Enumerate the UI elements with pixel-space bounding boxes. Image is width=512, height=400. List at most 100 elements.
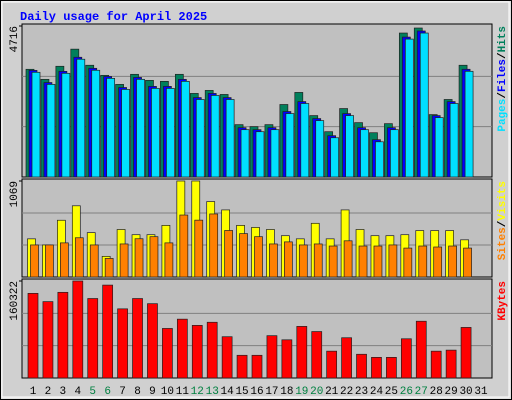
bar xyxy=(164,242,174,278)
legend-separator: / xyxy=(497,220,509,227)
legend-separator: / xyxy=(497,92,509,99)
bar xyxy=(356,353,367,379)
x-tick-label: 22 xyxy=(340,386,353,398)
bar xyxy=(300,103,310,178)
bar xyxy=(373,245,383,278)
bar xyxy=(117,308,128,379)
x-tick-label: 29 xyxy=(445,386,458,398)
bar xyxy=(57,291,69,379)
bar xyxy=(149,236,159,278)
bar xyxy=(236,354,248,379)
bar xyxy=(91,69,101,178)
bar xyxy=(195,99,205,178)
bar xyxy=(136,78,145,178)
x-tick-label: 14 xyxy=(221,386,235,398)
x-tick-label: 11 xyxy=(176,386,190,398)
bar xyxy=(176,318,188,379)
bar xyxy=(134,238,144,278)
x-tick-label: 13 xyxy=(206,386,219,398)
x-tick-label: 26 xyxy=(400,386,413,398)
bar xyxy=(403,247,413,278)
bar xyxy=(371,357,382,379)
bar xyxy=(60,242,69,278)
bar xyxy=(460,327,472,379)
bar xyxy=(166,88,175,178)
bar xyxy=(27,293,39,379)
bar xyxy=(76,58,86,178)
bar xyxy=(415,320,427,379)
bar xyxy=(45,244,54,278)
bar xyxy=(87,298,99,379)
bar xyxy=(448,245,457,278)
x-tick-label: 9 xyxy=(149,386,156,398)
bar xyxy=(326,350,338,379)
y-tick-label: 160322 xyxy=(9,281,21,321)
x-tick-label: 28 xyxy=(430,386,443,398)
bar xyxy=(328,245,338,278)
bar xyxy=(210,95,220,178)
legend-separator: / xyxy=(497,52,509,59)
bar xyxy=(313,243,323,278)
bar xyxy=(419,32,429,178)
legend-entry: Visits xyxy=(497,181,509,221)
bar xyxy=(270,129,280,178)
y-tick-label: 4716 xyxy=(9,26,21,52)
legend-entry: Hits xyxy=(497,26,509,52)
legend: Pages/Files/Hits xyxy=(497,26,509,132)
x-tick-label: 3 xyxy=(60,386,67,398)
bar xyxy=(30,244,39,278)
bar xyxy=(345,115,354,178)
bar xyxy=(375,141,384,178)
bar xyxy=(225,99,235,178)
bar xyxy=(31,71,41,178)
x-tick-label: 7 xyxy=(119,386,126,398)
bar xyxy=(61,72,71,178)
x-tick-label: 25 xyxy=(385,386,398,398)
bar xyxy=(239,233,248,278)
bar xyxy=(74,237,84,278)
bar xyxy=(151,88,160,178)
bar xyxy=(89,244,99,278)
bar xyxy=(463,247,472,278)
x-tick-label: 31 xyxy=(474,386,488,398)
x-tick-label: 10 xyxy=(161,386,174,398)
x-tick-label: 4 xyxy=(74,386,81,398)
bar xyxy=(285,113,295,178)
bar xyxy=(284,241,293,278)
bar xyxy=(315,120,325,178)
chart-title: Daily usage for April 2025 xyxy=(20,10,207,24)
bar xyxy=(191,325,203,379)
legend-entry: Pages xyxy=(497,99,509,132)
bar xyxy=(298,244,308,278)
bar xyxy=(430,350,442,379)
bar xyxy=(311,331,323,379)
x-tick-label: 20 xyxy=(310,386,323,398)
bar xyxy=(404,38,414,178)
y-tick-label: 1069 xyxy=(9,181,21,207)
bar xyxy=(180,81,190,178)
bar xyxy=(433,246,443,278)
bar xyxy=(296,326,308,379)
bar xyxy=(132,298,143,379)
x-tick-label: 12 xyxy=(191,386,204,398)
bar xyxy=(72,280,84,379)
bar xyxy=(221,336,233,379)
x-tick-label: 17 xyxy=(265,386,278,398)
bar xyxy=(388,244,398,278)
bar xyxy=(445,349,457,379)
x-tick-label: 15 xyxy=(235,386,248,398)
bar xyxy=(209,213,219,278)
bar xyxy=(266,335,278,379)
bar xyxy=(269,243,278,278)
bar xyxy=(360,129,369,178)
bar xyxy=(106,78,116,178)
legend-entry: Files xyxy=(497,59,509,92)
bar xyxy=(206,321,218,379)
bar xyxy=(330,137,340,178)
x-tick-label: 27 xyxy=(415,386,428,398)
bar xyxy=(46,84,56,178)
legend-entry: Sites xyxy=(497,227,509,260)
legend-entry: KBytes xyxy=(497,281,509,321)
